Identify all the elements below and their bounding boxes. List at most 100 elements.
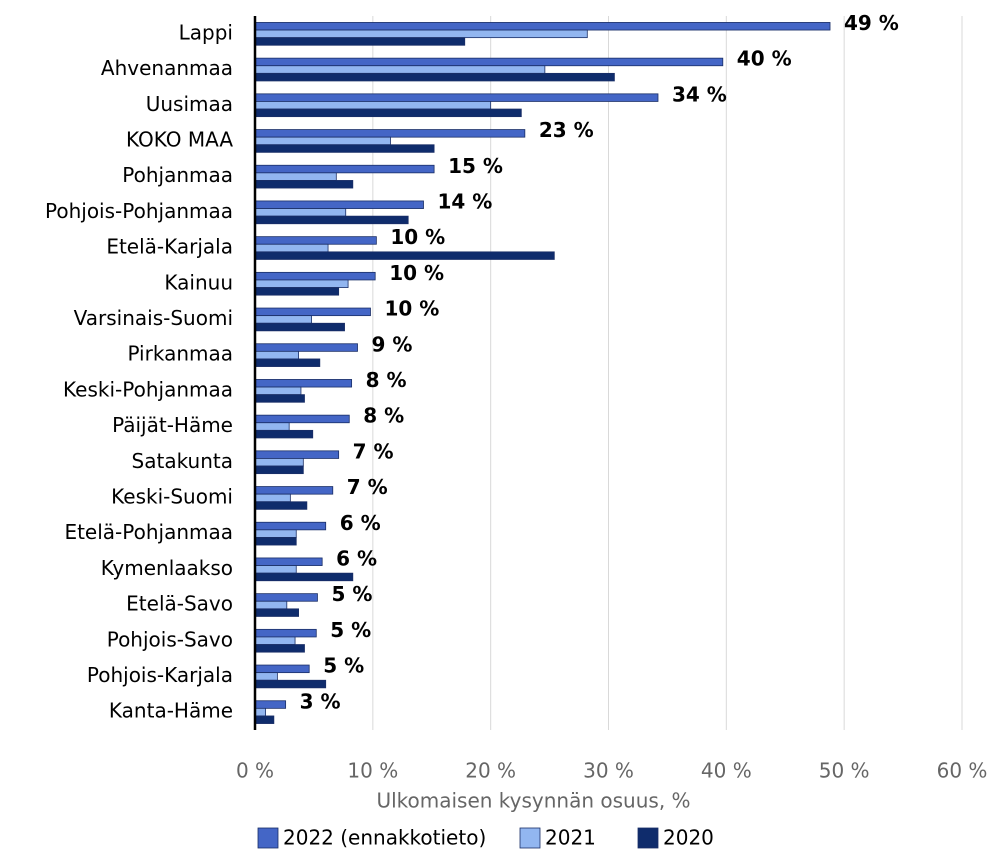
bar xyxy=(254,644,305,653)
data-label: 3 % xyxy=(300,689,341,713)
data-label: 7 % xyxy=(353,439,394,463)
bar xyxy=(254,343,358,352)
legend-label: 2020 xyxy=(663,826,714,850)
bar xyxy=(254,572,354,582)
y-tick-label: Pohjanmaa xyxy=(122,163,233,187)
x-tick-label: 10 % xyxy=(347,759,398,783)
data-label: 6 % xyxy=(340,511,381,535)
bar xyxy=(254,22,831,31)
bar xyxy=(254,29,588,39)
bar xyxy=(254,164,435,174)
bar xyxy=(254,243,329,253)
data-label: 5 % xyxy=(323,654,364,678)
y-tick-label: Varsinais-Suomi xyxy=(74,306,233,330)
legend-label: 2022 (ennakkotieto) xyxy=(283,826,486,850)
legend-swatch xyxy=(519,827,541,849)
data-label: 49 % xyxy=(844,11,899,35)
bar xyxy=(254,664,310,674)
data-label: 34 % xyxy=(672,82,727,106)
bar xyxy=(254,394,305,403)
bar xyxy=(254,322,345,332)
bar xyxy=(254,521,327,531)
y-tick-label: Kanta-Häme xyxy=(109,699,233,723)
bar xyxy=(254,350,299,360)
bar xyxy=(254,715,275,724)
bar xyxy=(254,493,291,503)
data-label: 5 % xyxy=(330,618,371,642)
bar xyxy=(254,600,288,610)
y-tick-label: Etelä-Karjala xyxy=(106,235,233,259)
bar xyxy=(254,529,297,538)
bar xyxy=(254,144,435,153)
y-tick-label: KOKO MAA xyxy=(126,127,233,151)
x-axis-title: Ulkomaisen kysynnän osuus, % xyxy=(376,789,690,813)
bar xyxy=(254,307,371,317)
y-tick-label: Keski-Pohjanmaa xyxy=(63,377,233,401)
y-tick-label: Päijät-Häme xyxy=(112,413,233,437)
bar xyxy=(254,200,424,209)
y-tick-label: Ahvenanmaa xyxy=(101,56,233,80)
bar xyxy=(254,429,314,439)
x-tick-label: 30 % xyxy=(583,759,634,783)
bar xyxy=(254,108,522,118)
legend-swatch xyxy=(637,827,659,849)
bar xyxy=(254,537,297,546)
bar xyxy=(254,679,327,689)
bar xyxy=(254,251,555,260)
x-tick-label: 0 % xyxy=(236,759,274,783)
legend-swatch xyxy=(257,827,279,849)
data-label: 7 % xyxy=(347,475,388,499)
bar xyxy=(254,93,659,102)
bar xyxy=(254,129,526,138)
data-label: 6 % xyxy=(336,546,377,570)
bar xyxy=(254,180,354,189)
y-tick-label: Pohjois-Pohjanmaa xyxy=(45,199,233,223)
bar xyxy=(254,458,304,467)
bar xyxy=(254,57,724,67)
bar xyxy=(254,172,337,181)
bar xyxy=(254,358,321,367)
bar xyxy=(254,707,267,717)
data-label: 23 % xyxy=(539,118,594,142)
x-tick-label: 60 % xyxy=(937,759,988,783)
bar xyxy=(254,386,302,396)
bar xyxy=(254,700,287,709)
y-tick-label: Etelä-Savo xyxy=(126,592,233,616)
y-tick-label: Pohjois-Karjala xyxy=(87,663,233,687)
bar xyxy=(254,593,318,602)
y-tick-label: Keski-Suomi xyxy=(111,484,233,508)
bar xyxy=(254,72,615,82)
y-tick-label: Etelä-Pohjanmaa xyxy=(64,520,233,544)
y-tick-label: Kymenlaakso xyxy=(101,556,233,580)
bar xyxy=(254,279,349,288)
data-label: 10 % xyxy=(389,261,444,285)
bar xyxy=(254,101,492,110)
bar xyxy=(254,450,340,459)
y-tick-label: Kainuu xyxy=(164,270,233,294)
data-label: 14 % xyxy=(438,189,493,213)
data-label: 40 % xyxy=(737,47,792,71)
bar xyxy=(254,236,377,245)
bar xyxy=(254,608,299,617)
bar xyxy=(254,215,409,225)
y-tick-label: Lappi xyxy=(179,20,233,44)
y-tick-label: Uusimaa xyxy=(146,92,233,116)
data-label: 5 % xyxy=(331,582,372,606)
data-label: 15 % xyxy=(448,154,503,178)
data-label: 8 % xyxy=(363,404,404,428)
bar xyxy=(254,486,334,495)
data-label: 9 % xyxy=(372,332,413,356)
data-label: 10 % xyxy=(390,225,445,249)
bar xyxy=(254,136,391,146)
bar xyxy=(254,208,347,217)
bar xyxy=(254,379,353,388)
bar xyxy=(254,422,290,431)
bar xyxy=(254,37,466,46)
bar xyxy=(254,628,317,638)
bar xyxy=(254,271,376,281)
x-tick-label: 40 % xyxy=(701,759,752,783)
bar xyxy=(254,287,340,296)
x-tick-label: 50 % xyxy=(819,759,870,783)
bar xyxy=(254,465,304,475)
